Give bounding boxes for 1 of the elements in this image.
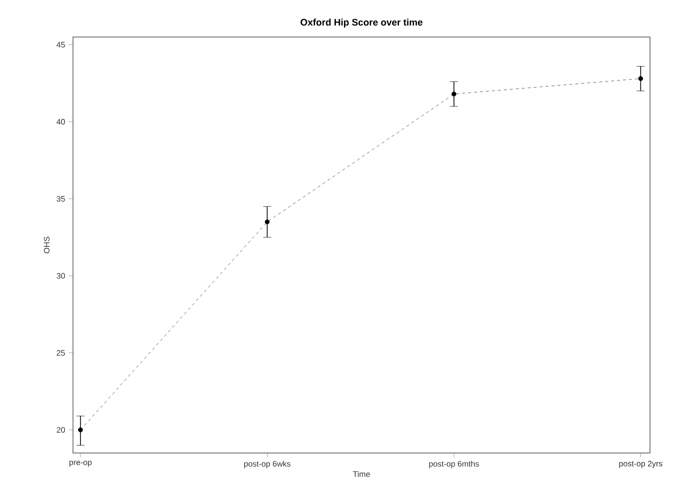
- chart-title: Oxford Hip Score over time: [300, 18, 422, 28]
